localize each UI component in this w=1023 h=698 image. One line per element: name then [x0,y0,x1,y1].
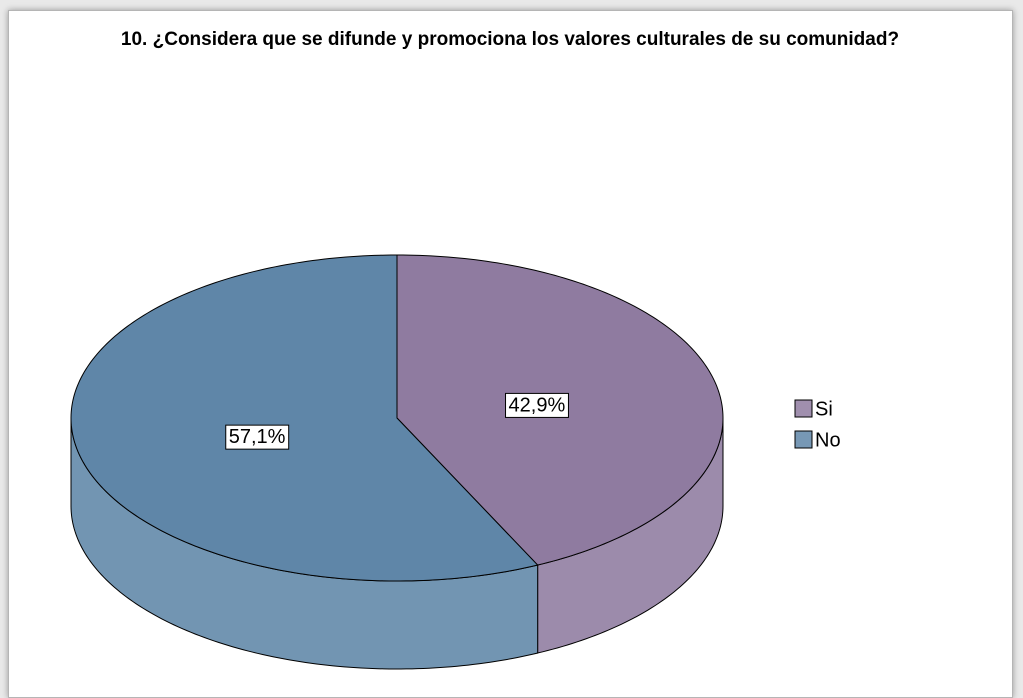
pie-slice [70,254,539,582]
data-label: 57,1% [229,426,286,448]
data-label-box [225,424,290,450]
legend-label: No [815,429,841,451]
legend-label: Si [815,398,833,420]
legend-swatch [794,399,813,418]
pie-side-edge [70,418,724,506]
legend-swatch [794,430,813,449]
data-label-box [505,392,569,418]
data-label: 42,9% [509,394,566,416]
chart-title: 10. ¿Considera que se difunde y promocio… [120,29,900,50]
